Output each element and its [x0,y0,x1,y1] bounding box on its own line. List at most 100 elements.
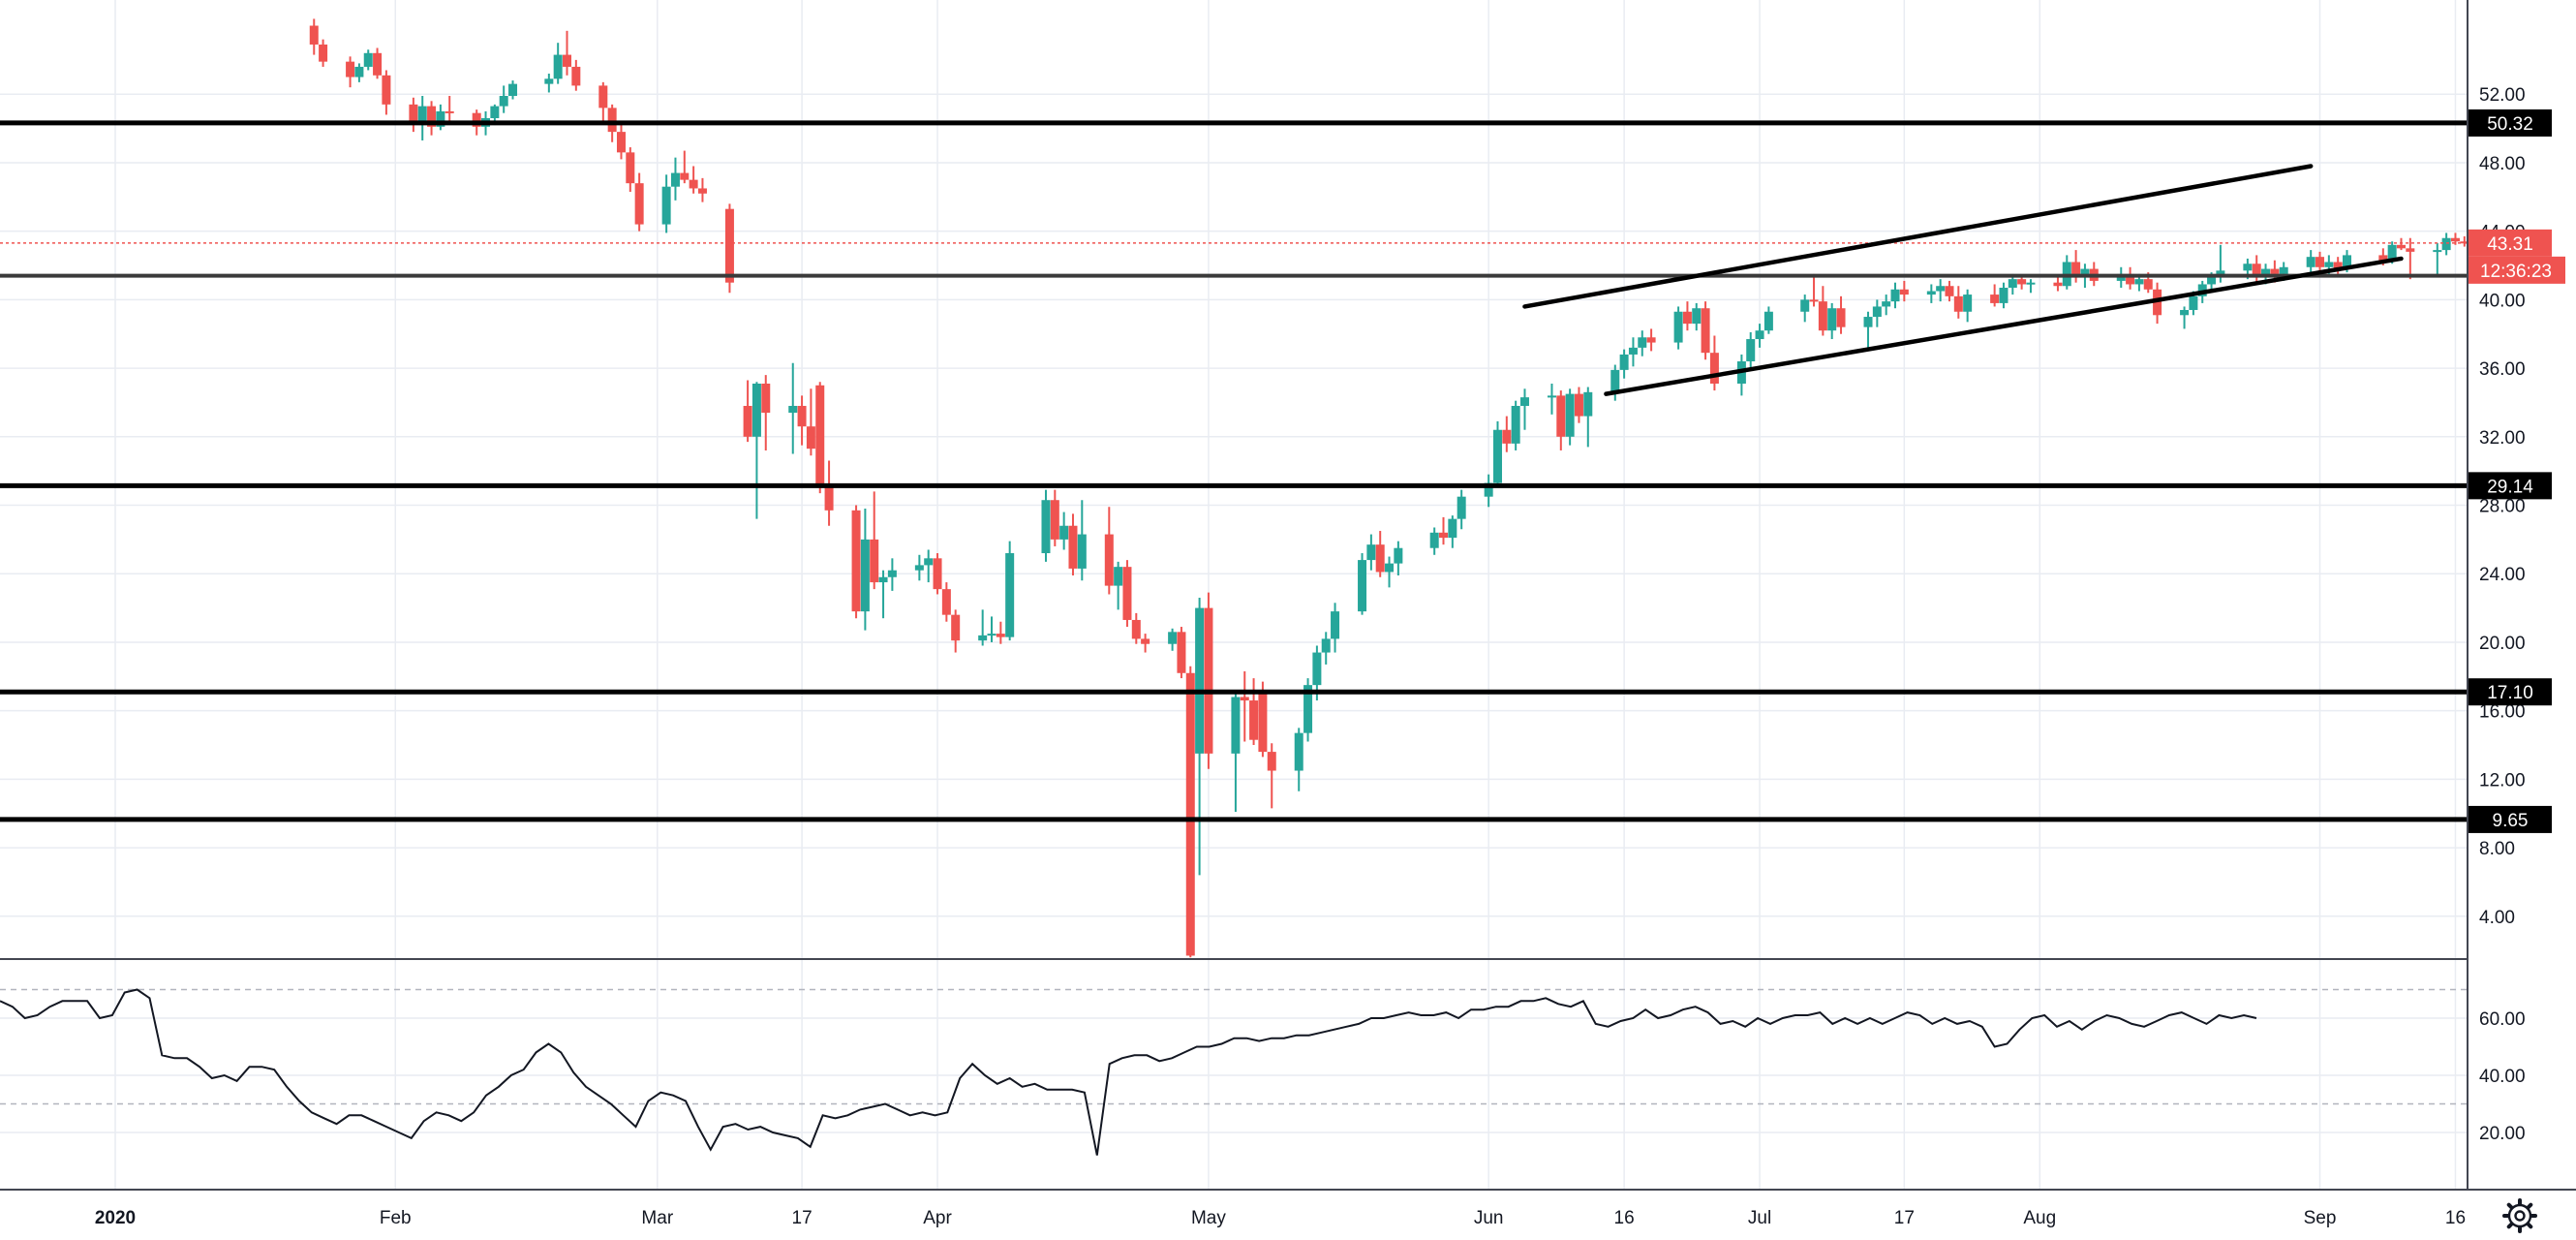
candle[interactable] [1177,627,1186,679]
candle[interactable] [878,570,888,619]
candle[interactable] [544,74,554,93]
candle[interactable] [2433,243,2442,276]
candle[interactable] [1448,515,1457,548]
candle[interactable] [987,616,997,642]
candle[interactable] [1005,541,1015,641]
candle[interactable] [1709,335,1719,391]
candle[interactable] [1547,384,1556,415]
candle[interactable] [634,172,644,232]
candle[interactable] [1827,302,1837,340]
candle[interactable] [1556,390,1566,450]
candle[interactable] [1863,311,1873,348]
candle[interactable] [1240,671,1249,742]
candle[interactable] [1303,678,1313,742]
candle[interactable] [1068,513,1078,575]
rsi-pane[interactable] [0,988,2468,1156]
candle[interactable] [933,553,942,595]
settings-button[interactable] [2502,1198,2537,1233]
trend-line[interactable] [1604,256,2404,396]
candle[interactable] [1375,531,1385,577]
candle[interactable] [563,30,571,76]
candle[interactable] [1963,289,1973,323]
candle[interactable] [1610,364,1620,401]
candle[interactable] [1945,280,1954,302]
candle[interactable] [1519,388,1529,430]
candle[interactable] [2126,266,2135,290]
candle[interactable] [951,609,961,653]
candle[interactable] [806,388,815,456]
candle[interactable] [1077,500,1087,581]
candle[interactable] [761,375,771,450]
candle[interactable] [1682,301,1692,331]
candle[interactable] [788,362,798,454]
candle[interactable] [1755,324,1764,348]
candle[interactable] [1231,690,1241,812]
candle[interactable] [309,18,319,55]
candle[interactable] [2053,277,2063,292]
candle[interactable] [914,554,924,581]
candle[interactable] [1195,597,1205,876]
candle[interactable] [1692,302,1702,331]
candle[interactable] [815,382,825,494]
candle[interactable] [1818,286,1827,336]
candle[interactable] [1394,541,1403,575]
candle[interactable] [1872,299,1882,327]
candle[interactable] [1185,666,1195,958]
candle[interactable] [1141,634,1150,653]
candle[interactable] [553,43,563,84]
candle[interactable] [689,166,698,194]
candle[interactable] [409,97,418,133]
price-pane[interactable] [0,18,2469,958]
candle[interactable] [1385,556,1395,588]
candle[interactable] [1638,330,1647,356]
candle[interactable] [319,39,328,67]
candle[interactable] [1763,306,1773,334]
candle[interactable] [996,621,1005,644]
candle[interactable] [1999,282,2009,309]
candle[interactable] [598,81,608,122]
candle[interactable] [1321,632,1331,665]
candle[interactable] [1936,279,1946,302]
candle[interactable] [1484,474,1493,508]
candle[interactable] [1439,516,1449,545]
candle[interactable] [1565,388,1575,446]
candle[interactable] [2406,237,2415,280]
candle[interactable] [1050,489,1059,546]
candle[interactable] [1800,294,1810,323]
candle[interactable] [2450,232,2460,245]
candle[interactable] [860,509,870,631]
candle[interactable] [2252,255,2261,285]
candle[interactable] [870,491,879,590]
candle[interactable] [1358,553,1367,615]
candle[interactable] [1646,328,1656,352]
candle[interactable] [1041,489,1051,562]
candle[interactable] [354,63,364,82]
candle[interactable] [382,70,391,115]
candle[interactable] [427,101,437,136]
candle[interactable] [1267,743,1276,809]
candle[interactable] [1673,306,1683,350]
candle[interactable] [363,49,373,71]
candle[interactable] [2315,251,2325,273]
candle[interactable] [616,121,626,160]
candle[interactable] [1492,420,1502,487]
candle[interactable] [1294,728,1303,791]
candle[interactable] [1114,561,1123,610]
candle[interactable] [2017,275,2027,290]
candle[interactable] [751,382,761,519]
trend-line[interactable] [1522,164,2314,309]
candle[interactable] [2324,255,2334,278]
candle[interactable] [499,85,508,113]
candle[interactable] [1882,294,1891,316]
candle[interactable] [2306,250,2315,273]
candle[interactable] [1583,387,1593,448]
candle[interactable] [851,505,861,619]
candle[interactable] [1104,507,1114,595]
candle[interactable] [373,47,383,79]
candle[interactable] [1059,512,1069,550]
candle[interactable] [1331,603,1340,653]
candle[interactable] [1429,527,1439,555]
candle[interactable] [680,150,690,184]
candle[interactable] [697,177,707,202]
candle[interactable] [2180,306,2190,329]
